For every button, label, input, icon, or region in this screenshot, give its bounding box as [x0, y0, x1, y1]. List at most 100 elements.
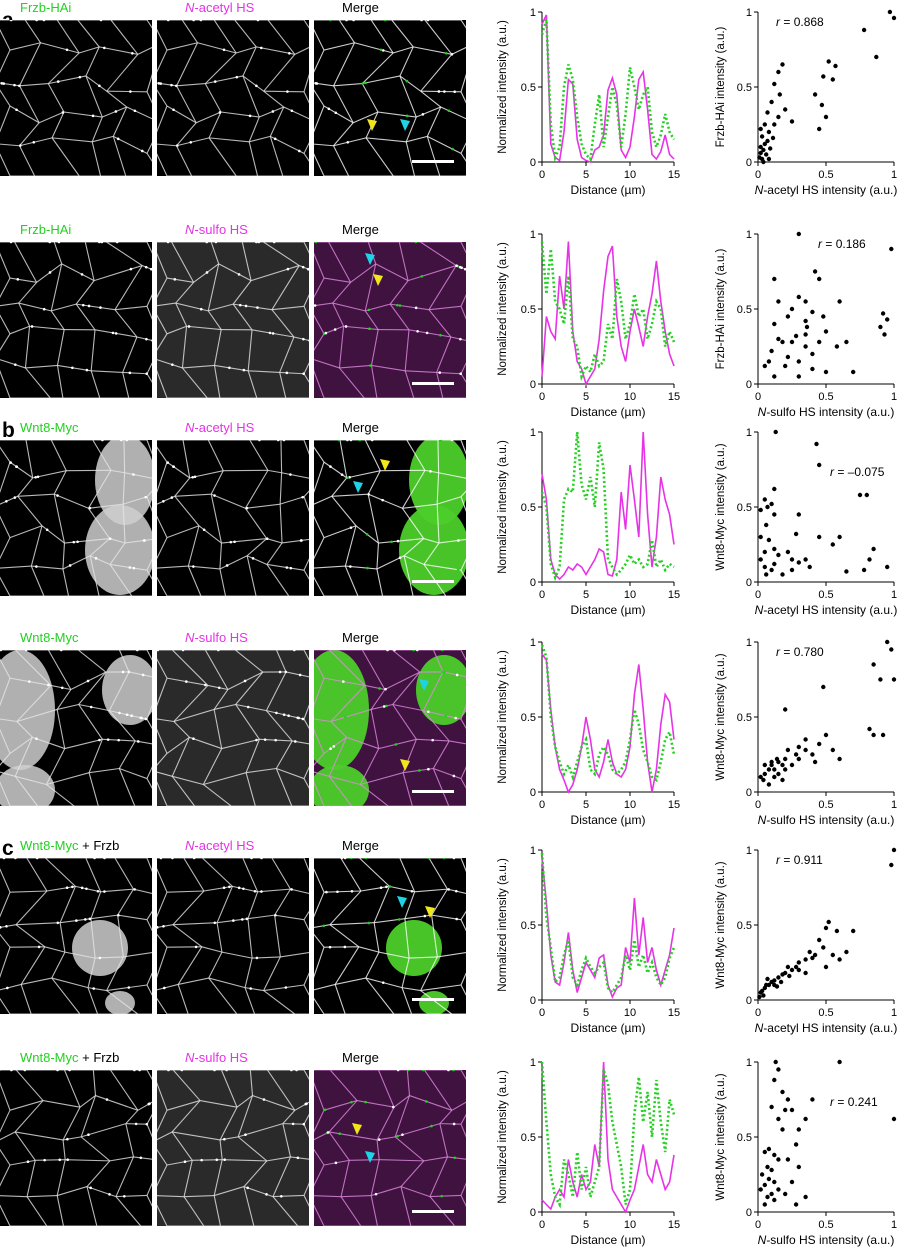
scatter-point: [761, 160, 765, 164]
y-tick-label: 1: [746, 229, 752, 241]
x-tick-label: 10: [624, 391, 636, 403]
scatter-point: [765, 139, 769, 143]
scatter-point: [835, 929, 839, 933]
scatter-point: [871, 733, 875, 737]
scatter-point: [803, 319, 807, 323]
scatter-point: [867, 727, 871, 731]
scatter-point: [833, 64, 837, 68]
x-axis-label: Distance (µm): [571, 405, 646, 419]
scatter-point: [763, 763, 767, 767]
micrograph-image: [157, 858, 309, 1014]
x-tick-label: 10: [624, 799, 636, 811]
scatter-point: [765, 1195, 769, 1199]
y-tick-label: 0.5: [737, 502, 752, 514]
scatter-point: [817, 277, 821, 281]
scatter-point: [761, 993, 765, 997]
scatter-point: [892, 16, 896, 20]
magenta-profile-line: [542, 858, 674, 998]
y-tick-label: 0: [530, 157, 536, 169]
x-tick-label: 5: [583, 799, 589, 811]
scatter-point: [794, 1202, 798, 1206]
y-tick-label: 0: [746, 157, 752, 169]
x-tick-label: 5: [583, 1007, 589, 1019]
x-tick-label: 0.5: [818, 589, 833, 601]
scatter-point: [867, 557, 871, 561]
micrograph-panel-2: [157, 1070, 309, 1226]
scatter-point: [882, 332, 886, 336]
scatter-point: [759, 508, 763, 512]
channel-label-2: N-acetyl HS: [185, 420, 254, 436]
y-tick-label: 0: [746, 1207, 752, 1219]
scatter-point: [763, 1183, 767, 1187]
scatter-point: [769, 1192, 773, 1196]
y-tick-label: 0: [746, 577, 752, 589]
micrograph-image: [0, 440, 152, 596]
scatter-point: [759, 535, 763, 539]
scatter-point: [817, 463, 821, 467]
scatter-point: [778, 92, 782, 96]
scatter-point: [813, 92, 817, 96]
y-axis-label: Wnt8-Myc intensity (a.u.): [715, 1073, 727, 1200]
scatter-point: [774, 1060, 778, 1064]
y-tick-label: 1: [746, 427, 752, 439]
x-tick-label: 0: [539, 1219, 545, 1231]
scatter-point: [764, 152, 768, 156]
scatter-point: [885, 640, 889, 644]
micrograph-panel-1: [0, 440, 152, 596]
scatter-point: [797, 968, 801, 972]
x-tick-label: 0.5: [818, 799, 833, 811]
x-tick-label: 5: [583, 169, 589, 181]
scatter-point: [783, 364, 787, 368]
scatter-point: [769, 568, 773, 572]
scatter-point: [889, 247, 893, 251]
channel-label-1: Frzb-HAi: [20, 0, 71, 16]
scatter-point: [803, 957, 807, 961]
x-tick-label: 10: [624, 1007, 636, 1019]
x-tick-label: 0.5: [818, 1219, 833, 1231]
x-tick-label: 1: [891, 1219, 897, 1231]
scatter-point: [759, 1187, 763, 1191]
merge-label: Merge: [342, 420, 379, 436]
scatter-point: [797, 560, 801, 564]
merge-label: Merge: [342, 0, 379, 16]
scatter-point: [783, 767, 787, 771]
scatter-point: [772, 374, 776, 378]
scatter-point: [862, 568, 866, 572]
scatter-point: [827, 59, 831, 63]
scatter-point: [821, 314, 825, 318]
cyan-arrowhead-icon: [353, 481, 363, 493]
scatter-point: [783, 107, 787, 111]
x-tick-label: 15: [668, 589, 680, 601]
scatter-point: [772, 1198, 776, 1202]
green-profile-line: [542, 1062, 674, 1205]
micrograph-image: [314, 858, 466, 1014]
scatter-point: [871, 547, 875, 551]
scatter-point: [844, 950, 848, 954]
y-tick-label: 1: [530, 7, 536, 19]
scatter-point: [844, 340, 848, 344]
x-tick-label: 5: [583, 391, 589, 403]
scatter-point: [790, 557, 794, 561]
scatter-point: [797, 359, 801, 363]
scatter-point: [803, 557, 807, 561]
scatter-point: [892, 677, 896, 681]
scatter-point: [763, 772, 767, 776]
micrograph-panel-3: [314, 650, 466, 806]
scatter-point: [772, 1153, 776, 1157]
y-tick-label: 1: [746, 1057, 752, 1069]
scatter-point: [760, 1172, 764, 1176]
scatter-point: [790, 1108, 794, 1112]
scatter-point: [808, 950, 812, 954]
magenta-profile-line: [542, 432, 674, 579]
